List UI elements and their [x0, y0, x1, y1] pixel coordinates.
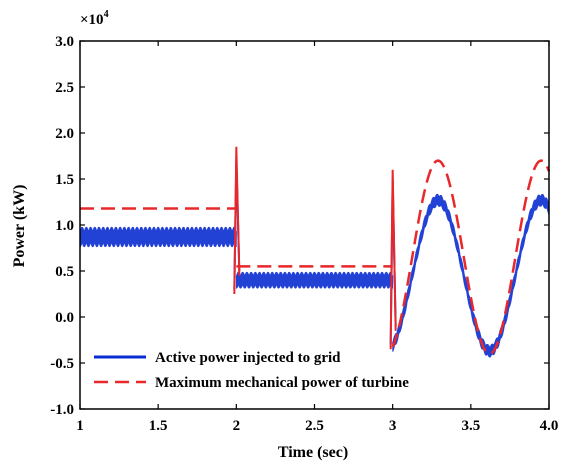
y-tick-label: 2.0 [55, 126, 74, 142]
y-tick-label: -0.5 [50, 356, 74, 372]
series-mechanical-power [80, 146, 551, 356]
y-tick-label: 1.5 [55, 172, 74, 188]
x-tick-label: 2 [233, 418, 241, 434]
x-tick-label: 4.0 [540, 418, 559, 434]
x-axis-label: Time (sec) [278, 444, 348, 461]
x-tick-label: 1.5 [149, 418, 168, 434]
series-transient [233, 146, 241, 295]
y-tick-label: 1.0 [55, 218, 74, 234]
y-tick-label: 0.0 [55, 310, 74, 326]
y-tick-label: -1.0 [50, 402, 74, 418]
series-segment [79, 226, 237, 248]
series-segment [391, 159, 551, 356]
legend-label-mechanical-power: Maximum mechanical power of turbine [155, 375, 409, 391]
y-axis-multiplier: ×104 [80, 9, 109, 28]
axis-layer: 1 1.5 2 2.5 3 3.5 4.0 -1.0 -0.5 0.0 0.5 1.0 1.5 2.0 2.… [50, 34, 558, 434]
y-tick-label: 2.5 [55, 80, 74, 96]
series-layer [79, 146, 551, 358]
y-axis-label: Power (kW) [11, 185, 28, 268]
y-tick-label: 0.5 [55, 264, 74, 280]
x-tick-label: 1 [76, 418, 84, 434]
x-tick-label: 3 [389, 418, 397, 434]
series-segment [392, 193, 550, 358]
series-segment [235, 271, 394, 289]
series-active-power [79, 160, 550, 358]
x-tick-label: 3.5 [461, 418, 480, 434]
series-transient [389, 169, 397, 350]
legend: Active power injected to grid Maximum me… [94, 350, 409, 391]
x-tick-label: 2.5 [305, 418, 324, 434]
y-tick-label: 3.0 [55, 34, 74, 50]
legend-label-active-power: Active power injected to grid [155, 350, 341, 366]
